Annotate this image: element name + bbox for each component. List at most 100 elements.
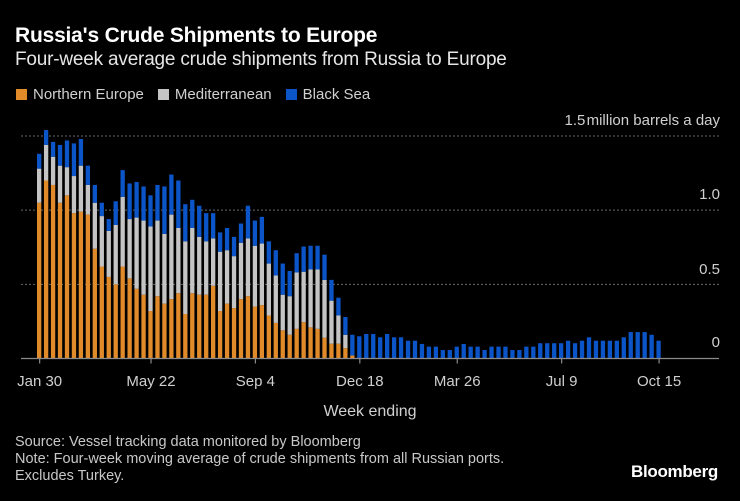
bar-northern-europe-20	[176, 293, 181, 359]
bar-northern-europe-35	[280, 330, 285, 359]
bar-northern-europe-34	[273, 322, 278, 359]
bar-black-sea-23	[197, 205, 202, 237]
bar-black-sea-35	[280, 263, 285, 295]
bar-black-sea-21	[183, 204, 188, 242]
chart-title: Russia's Crude Shipments to Europe	[15, 24, 378, 47]
bar-mediterranean-23	[197, 236, 202, 295]
bar-mediterranean-9	[99, 216, 104, 267]
bar-mediterranean-1	[43, 144, 49, 181]
bar-black-sea-85	[628, 332, 633, 359]
bar-northern-europe-16	[148, 311, 153, 359]
bar-black-sea-55	[419, 343, 425, 359]
bar-mediterranean-22	[190, 227, 195, 294]
bar-black-sea-24	[204, 213, 209, 242]
bar-black-sea-37	[294, 253, 299, 273]
legend-label: Northern Europe	[33, 86, 144, 103]
bar-mediterranean-12	[120, 196, 125, 267]
bar-mediterranean-14	[134, 217, 139, 289]
bar-black-sea-31	[252, 220, 258, 246]
bar-mediterranean-40	[315, 269, 320, 329]
bar-black-sea-45	[350, 334, 355, 356]
bar-mediterranean-36	[287, 296, 292, 335]
bar-northern-europe-15	[141, 294, 146, 359]
bar-black-sea-43	[336, 297, 341, 316]
bar-northern-europe-36	[287, 334, 292, 359]
bar-northern-europe-27	[224, 303, 230, 359]
bar-northern-europe-39	[308, 327, 313, 359]
bar-black-sea-1	[43, 130, 49, 145]
bar-black-sea-74	[552, 343, 557, 359]
bar-mediterranean-19	[169, 214, 174, 300]
bar-northern-europe-18	[162, 303, 167, 359]
bar-mediterranean-26	[217, 251, 223, 312]
bar-mediterranean-21	[183, 241, 188, 314]
bar-mediterranean-15	[141, 220, 146, 295]
bar-northern-europe-14	[134, 288, 139, 359]
bar-black-sea-46	[357, 336, 362, 359]
bar-northern-europe-42	[329, 343, 334, 359]
bar-black-sea-58	[440, 350, 445, 359]
bar-black-sea-38	[301, 246, 306, 272]
bar-northern-europe-40	[315, 328, 320, 359]
bar-black-sea-25	[211, 213, 216, 239]
bar-black-sea-22	[190, 199, 195, 228]
bar-black-sea-15	[141, 186, 146, 221]
legend-swatch-mediterranean	[157, 89, 169, 100]
bar-northern-europe-5	[71, 213, 77, 359]
bar-mediterranean-32	[259, 243, 265, 306]
bar-black-sea-50	[385, 334, 390, 359]
bar-black-sea-36	[287, 270, 292, 297]
legend-item-northern-europe: Northern Europe	[16, 86, 144, 103]
bar-black-sea-77	[572, 343, 578, 359]
bar-northern-europe-24	[204, 294, 209, 359]
bar-black-sea-83	[614, 340, 619, 359]
bar-mediterranean-25	[211, 238, 216, 286]
bar-black-sea-0	[37, 153, 42, 169]
bar-black-sea-42	[329, 279, 334, 301]
bar-black-sea-40	[315, 245, 320, 270]
bar-northern-europe-28	[231, 308, 237, 359]
bar-black-sea-29	[238, 223, 244, 243]
bar-black-sea-87	[642, 332, 647, 359]
bar-northern-europe-12	[120, 266, 125, 359]
bar-black-sea-2	[50, 141, 56, 157]
bar-mediterranean-33	[266, 263, 271, 316]
bar-mediterranean-30	[245, 238, 251, 297]
x-ticks	[39, 358, 660, 364]
bar-black-sea-30	[245, 205, 251, 239]
bar-mediterranean-7	[85, 184, 91, 215]
x-tick-label: Sep 4	[235, 373, 276, 390]
x-tick-label: Jan 30	[17, 373, 63, 390]
bar-black-sea-81	[600, 340, 606, 359]
bar-black-sea-27	[224, 227, 230, 251]
footer: Source: Vessel tracking data monitored b…	[15, 434, 504, 485]
bar-mediterranean-35	[280, 294, 285, 331]
x-tick-label: Oct 15	[636, 373, 682, 390]
bar-northern-europe-9	[99, 266, 104, 359]
bar-northern-europe-0	[37, 202, 42, 359]
bar-northern-europe-2	[50, 184, 56, 359]
bar-black-sea-59	[447, 350, 452, 359]
bar-black-sea-39	[308, 245, 313, 270]
bar-mediterranean-6	[78, 165, 84, 212]
bar-black-sea-41	[322, 254, 327, 280]
bar-black-sea-70	[524, 346, 529, 359]
bar-northern-europe-19	[169, 299, 174, 359]
legend-label: Black Sea	[302, 86, 371, 103]
bar-northern-europe-10	[106, 276, 111, 359]
bar-black-sea-64	[482, 350, 487, 359]
bar-black-sea-66	[496, 346, 501, 359]
y-tick-label-1.5: 1.5 million barrels a day	[564, 112, 720, 129]
bar-black-sea-68	[510, 350, 515, 359]
bar-mediterranean-28	[231, 256, 237, 309]
bar-black-sea-8	[92, 184, 97, 203]
bar-black-sea-26	[217, 232, 223, 252]
bars	[37, 130, 661, 359]
source-note: Source: Vessel tracking data monitored b…	[15, 434, 361, 450]
bar-northern-europe-7	[85, 214, 91, 359]
x-tick-label: Mar 26	[433, 373, 481, 390]
bar-mediterranean-4	[64, 167, 70, 196]
bar-northern-europe-6	[78, 211, 84, 359]
bar-mediterranean-10	[106, 230, 111, 277]
bar-black-sea-34	[273, 250, 278, 276]
